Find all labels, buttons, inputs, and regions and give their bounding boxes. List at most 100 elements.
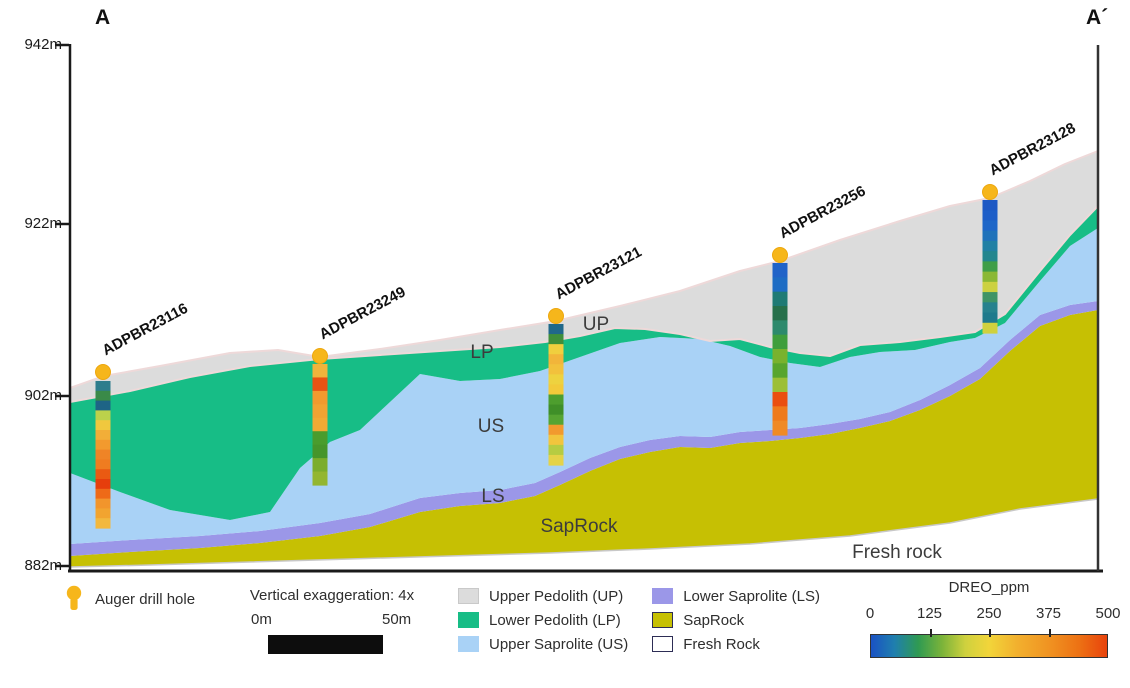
- drill-interval: [95, 390, 111, 402]
- layer-label-ls: LS: [481, 486, 505, 507]
- colorbar-tick-label: 375: [1035, 605, 1062, 622]
- drill-collar-marker: [772, 247, 788, 263]
- legend-swatch: [458, 636, 479, 652]
- drill-interval: [772, 306, 788, 321]
- colorbar-tick-mark: [1048, 629, 1051, 637]
- drill-interval: [772, 349, 788, 364]
- drill-interval: [772, 263, 788, 278]
- colorbar-tick-label: 250: [976, 605, 1002, 622]
- drill-interval: [548, 394, 564, 406]
- drill-interval: [982, 292, 998, 303]
- legend-swatch: [652, 612, 674, 628]
- drill-collar-marker: [548, 308, 564, 324]
- fresh-rock-contact-line: [69, 498, 1099, 568]
- auger-legend-label: Auger drill hole: [95, 590, 196, 608]
- drill-interval: [982, 322, 998, 334]
- drill-interval: [548, 364, 564, 375]
- upper-pedolith-layer: [69, 150, 1099, 403]
- layer-label-up: UP: [582, 314, 610, 335]
- drill-interval: [982, 210, 998, 222]
- drill-interval: [982, 240, 998, 252]
- legend-item: Upper Saprolite (US): [458, 632, 628, 656]
- drill-interval: [982, 261, 998, 273]
- drill-interval: [548, 444, 564, 456]
- legend-swatch: [652, 636, 674, 652]
- drill-interval: [772, 420, 788, 436]
- drill-interval: [95, 469, 111, 480]
- drill-interval: [95, 430, 111, 441]
- legend-swatch: [458, 588, 479, 604]
- drill-interval: [772, 377, 788, 393]
- scale-bar: [268, 635, 383, 654]
- drill-interval: [548, 324, 564, 335]
- legend-item: Lower Pedolith (LP): [458, 608, 628, 632]
- vertical-exaggeration-label: Vertical exaggeration: 4x: [249, 587, 415, 604]
- colorbar-gradient: [870, 634, 1108, 658]
- legend-item: Upper Pedolith (UP): [458, 584, 628, 608]
- colorbar-tick-label: 500: [1095, 605, 1121, 622]
- drill-interval: [772, 334, 788, 350]
- drill-interval: [982, 312, 998, 324]
- drill-interval: [982, 302, 998, 314]
- drill-interval: [548, 384, 564, 396]
- auger-drill-hole-icon: [66, 585, 82, 610]
- legend-swatch: [652, 588, 674, 604]
- drill-interval: [548, 424, 564, 436]
- colorbar-tick-mark: [929, 629, 932, 637]
- drill-interval: [95, 400, 111, 411]
- drill-collar-marker: [95, 364, 111, 380]
- drill-interval: [312, 404, 328, 419]
- drill-interval: [548, 434, 564, 446]
- drill-collar-marker: [312, 348, 328, 364]
- drill-interval: [95, 488, 111, 500]
- legend-item-label: Upper Saprolite (US): [489, 635, 629, 653]
- drill-interval: [982, 251, 998, 262]
- drill-interval: [95, 459, 111, 470]
- colorbar: DREO_ppm 0 125 250 375 500: [865, 579, 1121, 667]
- elevation-label: 942m: [24, 36, 62, 53]
- layer-label-us: US: [477, 416, 505, 437]
- drill-interval: [548, 344, 564, 355]
- drill-interval: [95, 439, 111, 451]
- drill-interval: [95, 508, 111, 519]
- drill-interval: [772, 406, 788, 422]
- drill-interval: [982, 200, 998, 211]
- drill-interval: [982, 220, 998, 232]
- drill-interval: [312, 471, 328, 486]
- elevation-label: 922m: [24, 215, 62, 232]
- drill-interval: [772, 277, 788, 293]
- legend-item-label: SapRock: [683, 611, 745, 629]
- drill-interval: [312, 377, 328, 392]
- drill-interval: [312, 417, 328, 432]
- colorbar-tick-label: 125: [916, 605, 943, 622]
- layer-label-lp: LP: [470, 342, 494, 363]
- legend-item: Lower Saprolite (LS): [652, 584, 820, 608]
- drill-interval: [548, 404, 564, 416]
- drill-interval: [548, 354, 564, 365]
- auger-legend-item: Auger drill hole: [64, 585, 195, 613]
- colorbar-tick-label: 0: [865, 605, 875, 622]
- drill-interval: [312, 444, 328, 459]
- layer-label-fresh-rock: Fresh rock: [852, 542, 942, 563]
- drill-interval: [95, 381, 111, 392]
- drill-interval: [772, 392, 788, 407]
- legend-item-label: Lower Pedolith (LP): [489, 611, 621, 629]
- drill-interval: [95, 410, 111, 421]
- elevation-label: 902m: [24, 387, 62, 404]
- drill-interval: [95, 479, 111, 490]
- drill-interval: [548, 374, 564, 386]
- drill-interval: [312, 458, 328, 473]
- drill-interval: [772, 363, 788, 379]
- legend-item-label: Lower Saprolite (LS): [683, 587, 820, 605]
- section-start-label: A: [95, 6, 111, 29]
- legend-item-label: Upper Pedolith (UP): [489, 587, 624, 605]
- legend-swatch: [458, 612, 479, 628]
- drill-interval: [548, 334, 564, 345]
- drill-interval: [548, 454, 564, 466]
- drill-interval: [772, 320, 788, 336]
- drill-collar-marker: [982, 184, 998, 200]
- legend-item: SapRock: [652, 608, 820, 632]
- drill-interval: [95, 449, 111, 460]
